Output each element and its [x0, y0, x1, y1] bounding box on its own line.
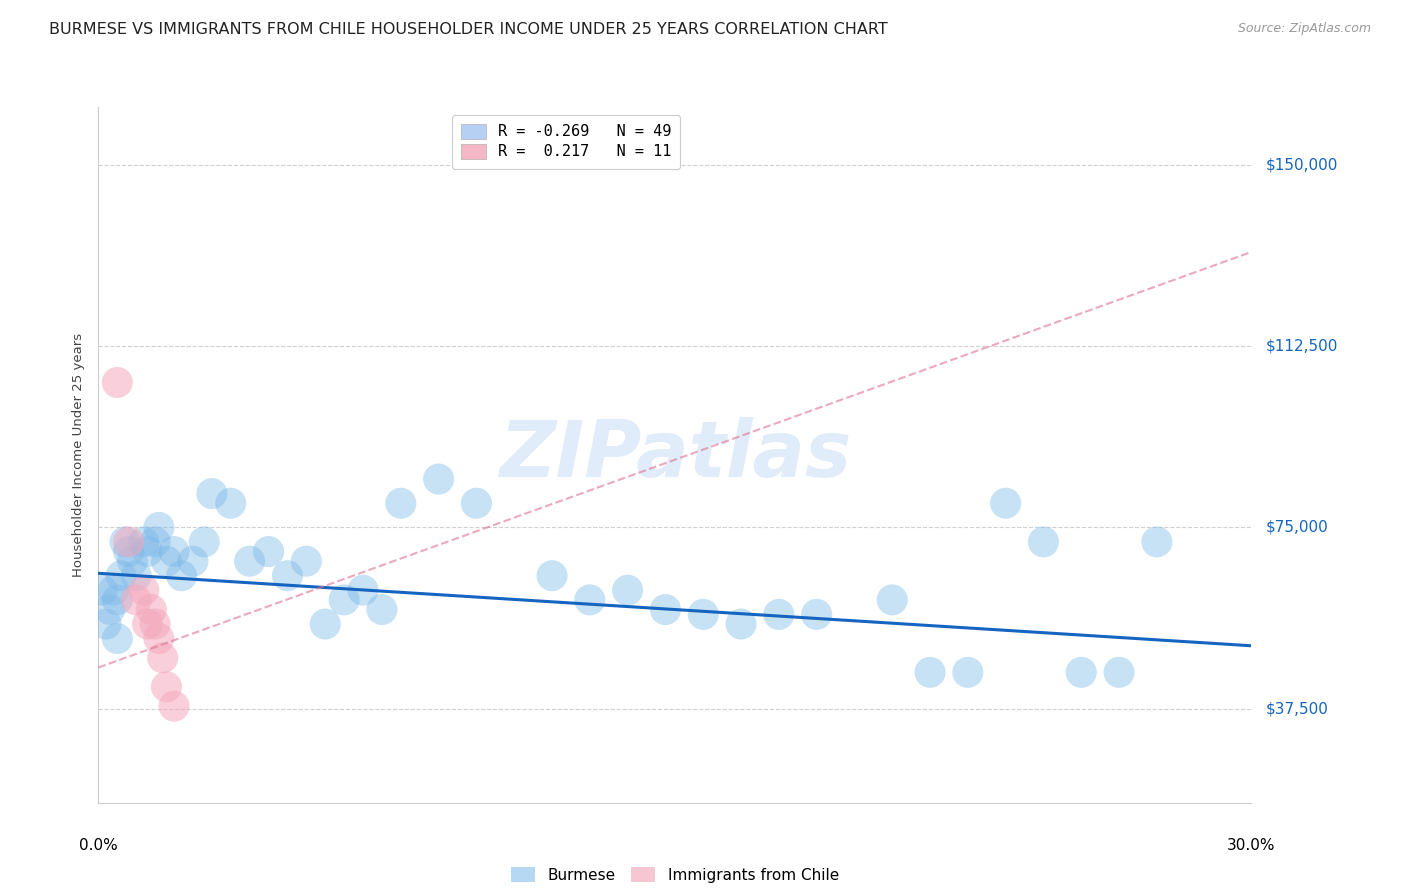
Point — [132, 583, 155, 598]
Point — [295, 554, 318, 568]
Point — [956, 665, 979, 680]
Point — [132, 534, 155, 549]
Point — [105, 632, 128, 646]
Text: $112,500: $112,500 — [1265, 339, 1337, 354]
Point — [148, 520, 170, 534]
Point — [143, 534, 166, 549]
Text: BURMESE VS IMMIGRANTS FROM CHILE HOUSEHOLDER INCOME UNDER 25 YEARS CORRELATION C: BURMESE VS IMMIGRANTS FROM CHILE HOUSEHO… — [49, 22, 889, 37]
Point — [994, 496, 1017, 510]
Point — [1146, 534, 1168, 549]
Point — [152, 651, 174, 665]
Text: Source: ZipAtlas.com: Source: ZipAtlas.com — [1237, 22, 1371, 36]
Point — [333, 592, 356, 607]
Point — [579, 592, 602, 607]
Point — [118, 544, 141, 558]
Point — [118, 534, 141, 549]
Point — [136, 617, 159, 632]
Point — [141, 602, 163, 616]
Point — [181, 554, 204, 568]
Text: ZIPatlas: ZIPatlas — [499, 417, 851, 493]
Point — [91, 583, 114, 598]
Point — [94, 617, 117, 632]
Point — [201, 486, 224, 500]
Point — [465, 496, 488, 510]
Point — [170, 568, 193, 582]
Point — [541, 568, 564, 582]
Point — [692, 607, 714, 622]
Point — [163, 699, 186, 714]
Point — [103, 583, 125, 598]
Point — [125, 568, 148, 582]
Point — [114, 534, 136, 549]
Point — [352, 583, 374, 598]
Text: $75,000: $75,000 — [1265, 520, 1329, 535]
Point — [257, 544, 280, 558]
Text: 0.0%: 0.0% — [79, 838, 118, 854]
Point — [155, 680, 177, 694]
Point — [882, 592, 904, 607]
Point — [1032, 534, 1054, 549]
Point — [163, 544, 186, 558]
Point — [98, 602, 121, 616]
Point — [1108, 665, 1130, 680]
Point — [768, 607, 790, 622]
Point — [806, 607, 828, 622]
Point — [155, 554, 177, 568]
Point — [143, 617, 166, 632]
Text: $150,000: $150,000 — [1265, 158, 1337, 172]
Point — [276, 568, 298, 582]
Point — [121, 554, 143, 568]
Point — [105, 592, 128, 607]
Point — [730, 617, 752, 632]
Point — [110, 568, 132, 582]
Y-axis label: Householder Income Under 25 years: Householder Income Under 25 years — [72, 333, 86, 577]
Point — [193, 534, 215, 549]
Text: 30.0%: 30.0% — [1227, 838, 1275, 854]
Point — [371, 602, 394, 616]
Text: $37,500: $37,500 — [1265, 701, 1329, 716]
Point — [136, 544, 159, 558]
Point — [654, 602, 676, 616]
Point — [1070, 665, 1092, 680]
Point — [219, 496, 242, 510]
Point — [389, 496, 412, 510]
Point — [918, 665, 941, 680]
Point — [427, 472, 450, 486]
Point — [105, 376, 128, 390]
Legend: Burmese, Immigrants from Chile: Burmese, Immigrants from Chile — [505, 862, 845, 889]
Point — [239, 554, 262, 568]
Point — [125, 592, 148, 607]
Point — [148, 632, 170, 646]
Point — [616, 583, 638, 598]
Point — [314, 617, 336, 632]
